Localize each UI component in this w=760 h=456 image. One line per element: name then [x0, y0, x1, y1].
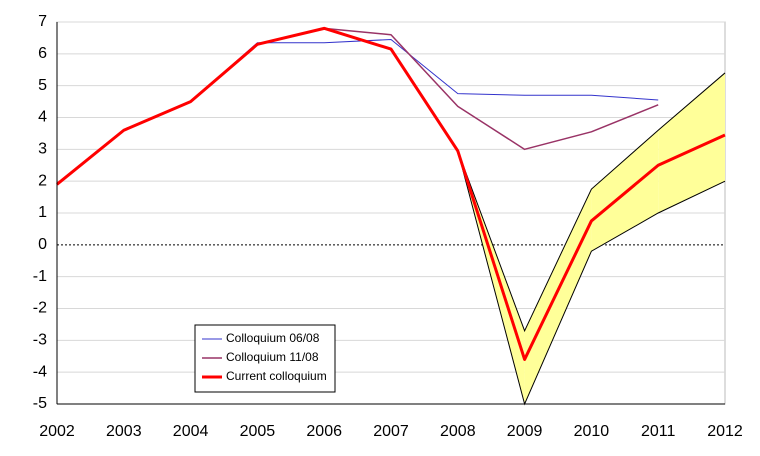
y-tick-label: 1 — [38, 204, 47, 221]
x-tick-label: 2008 — [440, 423, 476, 440]
band-upper — [457, 72, 726, 333]
x-tick-label: 2004 — [173, 423, 209, 440]
legend-label: Current colloquium — [226, 369, 327, 383]
y-tick-label: -1 — [33, 268, 47, 285]
x-tick-label: 2009 — [507, 423, 543, 440]
x-tick-label: 2011 — [641, 423, 676, 440]
x-tick-label: 2010 — [574, 423, 610, 440]
x-tick-label: 2006 — [306, 423, 342, 440]
y-tick-label: 3 — [38, 141, 47, 158]
series-line — [56, 26, 726, 361]
y-tick-label: 2 — [38, 172, 47, 189]
x-tick-label: 2005 — [240, 423, 276, 440]
x-tick-label: 2007 — [373, 423, 409, 440]
band-segment — [591, 130, 659, 252]
legend: Colloquium 06/08 Colloquium 11/08 Current … — [194, 324, 336, 393]
x-tick-label: 2002 — [39, 423, 75, 440]
y-tick-label: 6 — [38, 45, 47, 62]
x-tick-label: 2012 — [707, 423, 743, 440]
legend-label: Colloquium 11/08 — [226, 350, 319, 364]
y-tick-label: 5 — [38, 77, 47, 94]
y-tick-label: -3 — [33, 332, 47, 349]
band-lower — [457, 150, 726, 406]
band-segment — [524, 189, 592, 404]
y-tick-label: 4 — [38, 109, 47, 126]
y-tick-label: 0 — [38, 236, 47, 253]
y-tick-label: 7 — [38, 13, 47, 30]
y-tick-label: -4 — [33, 363, 47, 380]
x-tick-label: 2003 — [106, 423, 142, 440]
y-tick-label: -2 — [33, 300, 47, 317]
legend-label: Colloquium 06/08 — [226, 331, 320, 345]
band-segment — [658, 72, 725, 213]
y-tick-label: -5 — [33, 395, 47, 412]
